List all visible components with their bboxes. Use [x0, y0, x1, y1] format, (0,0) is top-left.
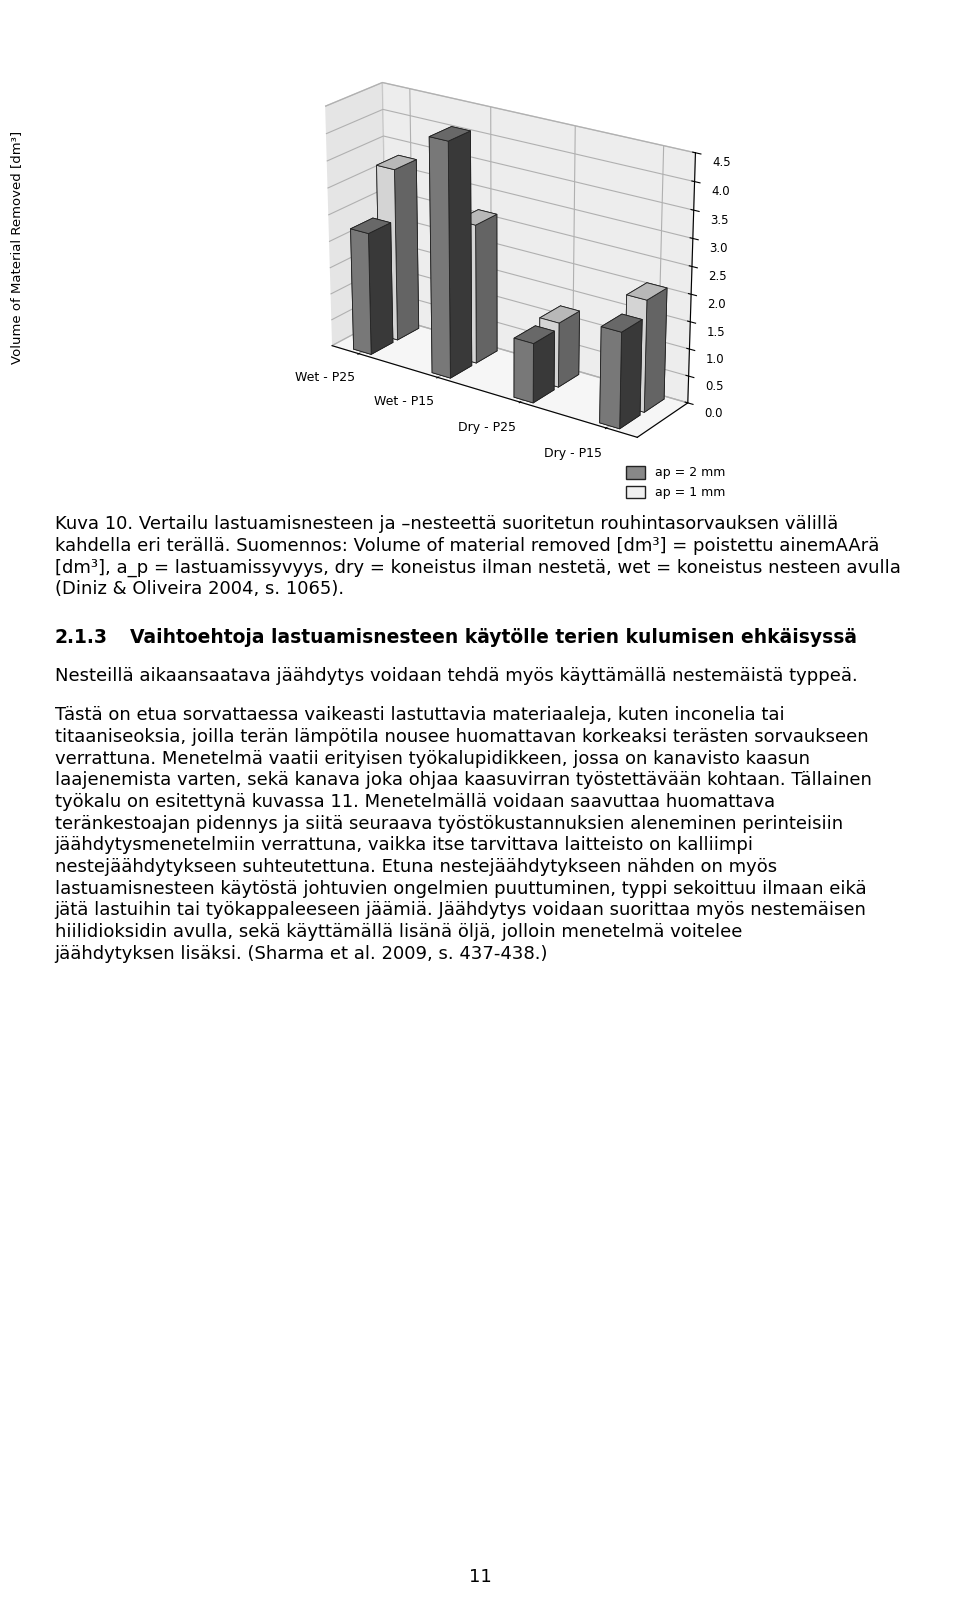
Text: 11: 11: [468, 1567, 492, 1586]
Text: jäähdytysmenetelmiin verrattuna, vaikka itse tarvittava laitteisto on kalliimpi: jäähdytysmenetelmiin verrattuna, vaikka …: [55, 836, 754, 854]
Text: hiilidioksidin avulla, sekä käyttämällä lisänä öljä, jolloin menetelmä voitelee: hiilidioksidin avulla, sekä käyttämällä …: [55, 923, 742, 940]
Text: nestejäähdytykseen suhteutettuna. Etuna nestejäähdytykseen nähden on myös: nestejäähdytykseen suhteutettuna. Etuna …: [55, 859, 777, 876]
Text: 2.1.3: 2.1.3: [55, 628, 108, 648]
Text: työkalu on esitettynä kuvassa 11. Menetelmällä voidaan saavuttaa huomattava: työkalu on esitettynä kuvassa 11. Menete…: [55, 793, 775, 811]
Text: (Diniz & Oliveira 2004, s. 1065).: (Diniz & Oliveira 2004, s. 1065).: [55, 580, 344, 598]
Text: laajenemista varten, sekä kanava joka ohjaa kaasuvirran työstettävään kohtaan. T: laajenemista varten, sekä kanava joka oh…: [55, 771, 872, 790]
Text: jäähdytyksen lisäksi. (Sharma et al. 2009, s. 437-438.): jäähdytyksen lisäksi. (Sharma et al. 200…: [55, 945, 548, 963]
Text: Tästä on etua sorvattaessa vaikeasti lastuttavia materiaaleja, kuten inconelia t: Tästä on etua sorvattaessa vaikeasti las…: [55, 707, 784, 724]
Text: teränkestoajan pidennys ja siitä seuraava työstökustannuksien aleneminen perinte: teränkestoajan pidennys ja siitä seuraav…: [55, 814, 843, 833]
Text: jätä lastuihin tai työkappaleeseen jäämiä. Jäähdytys voidaan suorittaa myös nest: jätä lastuihin tai työkappaleeseen jäämi…: [55, 902, 867, 919]
Text: lastuamisnesteen käytöstä johtuvien ongelmien puuttuminen, typpi sekoittuu ilmaa: lastuamisnesteen käytöstä johtuvien onge…: [55, 879, 866, 897]
Text: Kuva 10. Vertailu lastuamisnesteen ja –nesteettä suoritetun rouhintasorvauksen v: Kuva 10. Vertailu lastuamisnesteen ja –n…: [55, 515, 838, 534]
Text: [dm³], a_p = lastuamissyvyys, dry = koneistus ilman nestetä, wet = koneistus nes: [dm³], a_p = lastuamissyvyys, dry = kone…: [55, 558, 900, 577]
Text: verrattuna. Menetelmä vaatii erityisen työkalupidikkeen, jossa on kanavisto kaas: verrattuna. Menetelmä vaatii erityisen t…: [55, 750, 809, 768]
Text: Volume of Material Removed [dm³]: Volume of Material Removed [dm³]: [10, 131, 23, 365]
Text: kahdella eri terällä. Suomennos: Volume of material removed [dm³] = poistettu ai: kahdella eri terällä. Suomennos: Volume …: [55, 537, 879, 555]
Legend: ap = 2 mm, ap = 1 mm: ap = 2 mm, ap = 1 mm: [621, 461, 730, 504]
Text: titaaniseoksia, joilla terän lämpötila nousee huomattavan korkeaksi terästen sor: titaaniseoksia, joilla terän lämpötila n…: [55, 728, 869, 745]
Text: Vaihtoehtoja lastuamisnesteen käytölle terien kulumisen ehkäisyssä: Vaihtoehtoja lastuamisnesteen käytölle t…: [130, 628, 856, 648]
Text: Nesteillä aikaansaatava jäähdytys voidaan tehdä myös käyttämällä nestemäistä typ: Nesteillä aikaansaatava jäähdytys voidaa…: [55, 667, 857, 684]
